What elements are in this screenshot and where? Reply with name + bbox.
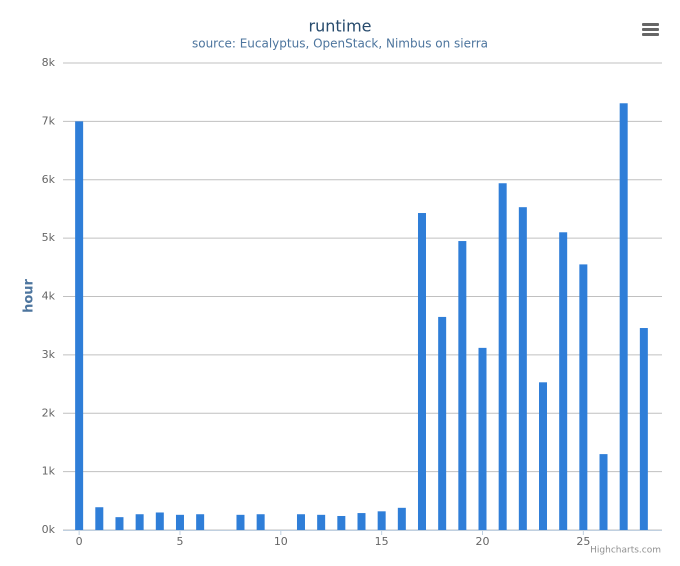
x-tick-label: 25 xyxy=(576,535,590,548)
bar xyxy=(175,514,184,530)
x-tick-label: 10 xyxy=(274,535,288,548)
y-tick-label: 3k xyxy=(42,348,56,361)
menu-bar xyxy=(642,23,659,26)
bar xyxy=(155,512,164,530)
menu-bar xyxy=(642,28,659,31)
bar xyxy=(417,213,426,530)
credits[interactable]: Highcharts.com xyxy=(590,546,661,556)
y-tick-label: 0k xyxy=(42,523,56,536)
bar xyxy=(539,382,548,530)
y-axis-title: hour xyxy=(22,278,37,312)
x-tick-label: 15 xyxy=(375,535,389,548)
bar xyxy=(236,514,245,530)
bar xyxy=(317,514,326,530)
bar xyxy=(296,514,305,530)
y-tick-label: 7k xyxy=(42,114,56,127)
menu-button[interactable] xyxy=(642,23,659,36)
y-tick-label: 4k xyxy=(42,290,56,303)
y-tick-label: 2k xyxy=(42,406,56,419)
bar xyxy=(95,507,104,530)
bar xyxy=(135,514,144,530)
bar xyxy=(75,121,84,530)
y-tick-label: 5k xyxy=(42,231,56,244)
bar xyxy=(196,514,205,530)
menu-bar xyxy=(642,33,659,36)
y-tick-label: 6k xyxy=(42,173,56,186)
x-tick-label: 5 xyxy=(176,535,183,548)
x-tick-label: 0 xyxy=(76,535,83,548)
bar xyxy=(115,517,124,530)
bar xyxy=(498,183,507,530)
bar xyxy=(478,347,487,530)
bar xyxy=(357,513,366,530)
bar xyxy=(438,316,447,530)
bar xyxy=(518,207,527,530)
y-tick-label: 8k xyxy=(42,56,56,69)
chart-title: runtime xyxy=(308,17,371,36)
bar xyxy=(579,264,588,530)
chart-subtitle: source: Eucalyptus, OpenStack, Nimbus on… xyxy=(192,37,488,51)
bar xyxy=(619,103,628,530)
bar xyxy=(639,328,648,530)
y-tick-label: 1k xyxy=(42,465,56,478)
bar xyxy=(337,515,346,530)
bar xyxy=(397,507,406,530)
bar xyxy=(377,511,386,530)
x-tick-label: 20 xyxy=(476,535,490,548)
bar xyxy=(458,241,467,530)
bar xyxy=(256,514,265,530)
bar xyxy=(599,454,608,530)
bar xyxy=(559,232,568,530)
